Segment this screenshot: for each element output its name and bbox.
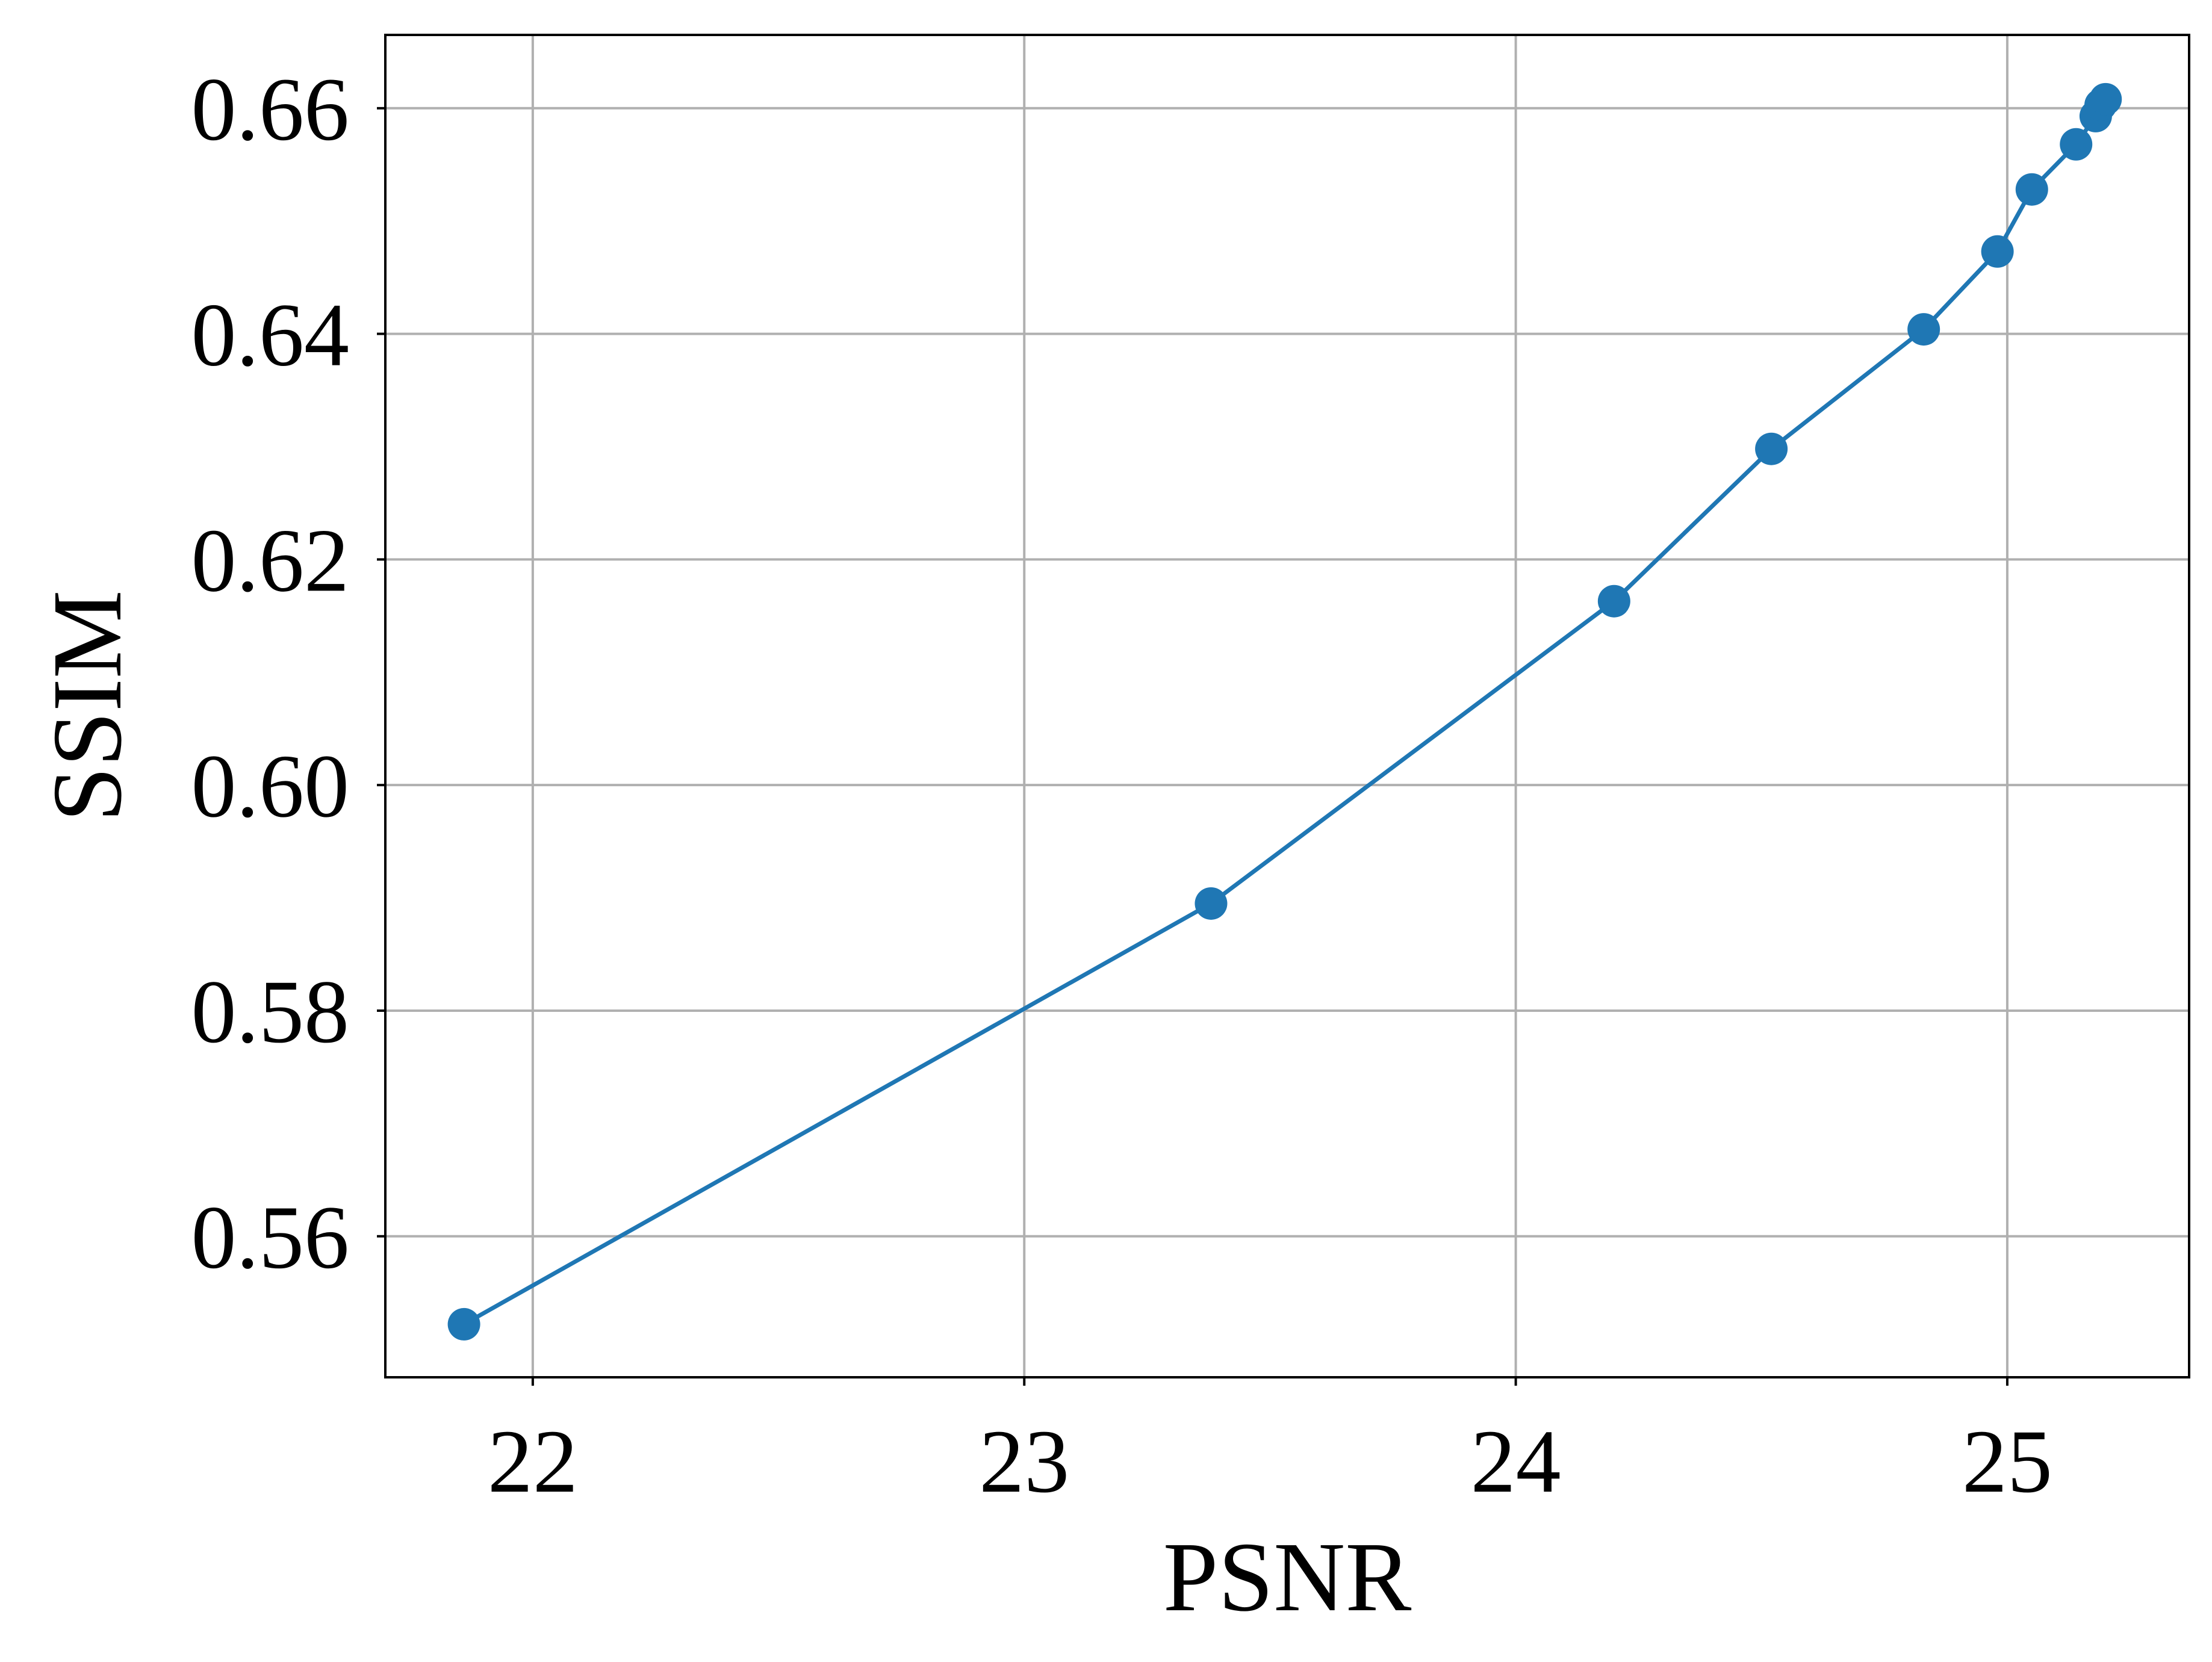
data-point bbox=[2089, 82, 2122, 116]
x-tick-label: 24 bbox=[1471, 1412, 1561, 1512]
data-point bbox=[1755, 432, 1788, 465]
plot-frame bbox=[384, 34, 2190, 1378]
x-axis-title: PSNR bbox=[1163, 1522, 1412, 1632]
x-tick-label: 23 bbox=[979, 1412, 1069, 1512]
data-point bbox=[1597, 584, 1630, 618]
x-ticks: 22 23 24 25 bbox=[488, 1377, 2052, 1512]
y-tick-label: 0.58 bbox=[191, 962, 350, 1062]
series-line bbox=[462, 98, 2107, 1326]
data-point bbox=[2060, 128, 2093, 161]
x-tick-label: 22 bbox=[488, 1412, 578, 1512]
y-tick-label: 0.60 bbox=[191, 736, 350, 836]
data-point bbox=[1981, 235, 2014, 268]
y-ticks: 0.56 0.58 0.60 0.62 0.64 0.66 bbox=[191, 60, 385, 1288]
data-point bbox=[1907, 313, 1940, 346]
data-point bbox=[447, 1307, 480, 1341]
y-axis-title: SSIM bbox=[32, 590, 142, 822]
x-gridlines bbox=[531, 35, 2009, 1377]
series-layer bbox=[447, 82, 2122, 1341]
y-tick-label: 0.56 bbox=[191, 1188, 350, 1288]
y-tick-label: 0.64 bbox=[191, 285, 350, 385]
x-tick-label: 25 bbox=[1962, 1412, 2052, 1512]
data-point bbox=[1195, 887, 1228, 920]
y-tick-label: 0.62 bbox=[191, 510, 350, 610]
data-point bbox=[2015, 173, 2048, 206]
y-gridlines bbox=[385, 107, 2189, 1238]
y-tick-label: 0.66 bbox=[191, 60, 350, 160]
